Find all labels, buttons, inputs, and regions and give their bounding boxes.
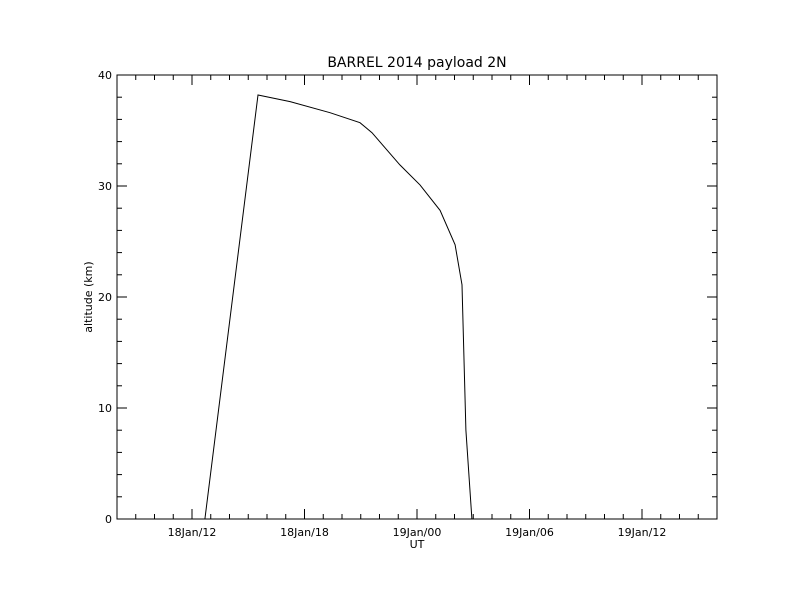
x-axis-label: UT — [410, 538, 425, 551]
data-line — [204, 94, 473, 520]
x-tick-label: 19Jan/06 — [505, 526, 554, 539]
x-tick-label: 18Jan/18 — [280, 526, 329, 539]
x-tick-label: 18Jan/12 — [168, 526, 217, 539]
y-tick-label: 30 — [98, 180, 112, 193]
chart-title: BARREL 2014 payload 2N — [327, 55, 506, 71]
y-tick-label: 20 — [98, 291, 112, 304]
x-tick-label: 19Jan/12 — [618, 526, 667, 539]
y-tick-label: 0 — [105, 513, 112, 526]
y-tick-label: 40 — [98, 69, 112, 82]
y-tick-label: 10 — [98, 402, 112, 415]
x-tick-label: 19Jan/00 — [393, 526, 442, 539]
y-axis-label: altitude (km) — [82, 261, 95, 332]
plot-frame — [116, 74, 718, 520]
